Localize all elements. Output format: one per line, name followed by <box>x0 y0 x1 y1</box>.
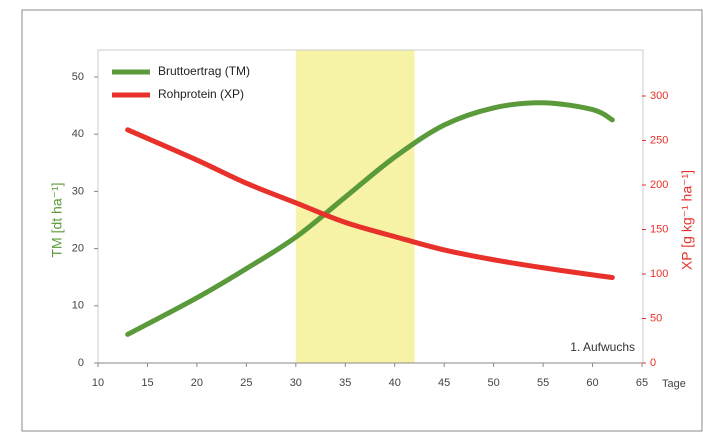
y2-tick-label: 0 <box>650 357 656 369</box>
x-tick-label: 35 <box>339 377 351 389</box>
y-tick-label: 20 <box>72 243 84 255</box>
x-tick-label: 40 <box>389 377 401 389</box>
y-tick-label: 50 <box>72 71 84 83</box>
x-tick-label: 30 <box>290 377 302 389</box>
x-tick-label: 65 <box>636 377 648 389</box>
x-tick-label: 20 <box>191 377 203 389</box>
y2-tick-label: 100 <box>650 268 668 280</box>
y2-tick-label: 150 <box>650 223 668 235</box>
y2-tick-label: 50 <box>650 312 662 324</box>
chart: Tage TM [dt ha⁻¹] XP [g kg⁻¹ ha⁻¹] 1. Au… <box>0 0 703 432</box>
y-tick-label: 0 <box>78 357 84 369</box>
annotation: 1. Aufwuchs <box>570 340 635 354</box>
y-tick-label: 10 <box>72 300 84 312</box>
y-tick-label: 40 <box>72 128 84 140</box>
legend-label: Bruttoertrag (TM) <box>158 64 250 78</box>
y-axis-label: TM [dt ha⁻¹] <box>49 182 65 257</box>
y2-axis-label: XP [g kg⁻¹ ha⁻¹] <box>679 170 695 270</box>
x-tick-label: 15 <box>141 377 153 389</box>
x-tick-label: 25 <box>240 377 252 389</box>
page: {"chart_data": {"type": "line", "x": [13… <box>0 0 703 432</box>
y-tick-label: 30 <box>72 185 84 197</box>
legend-label: Rohprotein (XP) <box>158 87 244 101</box>
x-tick-label: 55 <box>537 377 549 389</box>
x-tick-label: 60 <box>586 377 598 389</box>
y2-tick-label: 250 <box>650 134 668 146</box>
x-tick-label: 45 <box>438 377 450 389</box>
highlight-band <box>296 50 415 363</box>
x-tick-label: 10 <box>92 377 104 389</box>
x-tick-label: 50 <box>488 377 500 389</box>
y2-tick-label: 300 <box>650 90 668 102</box>
y2-tick-label: 200 <box>650 179 668 191</box>
x-axis-label: Tage <box>662 378 686 390</box>
